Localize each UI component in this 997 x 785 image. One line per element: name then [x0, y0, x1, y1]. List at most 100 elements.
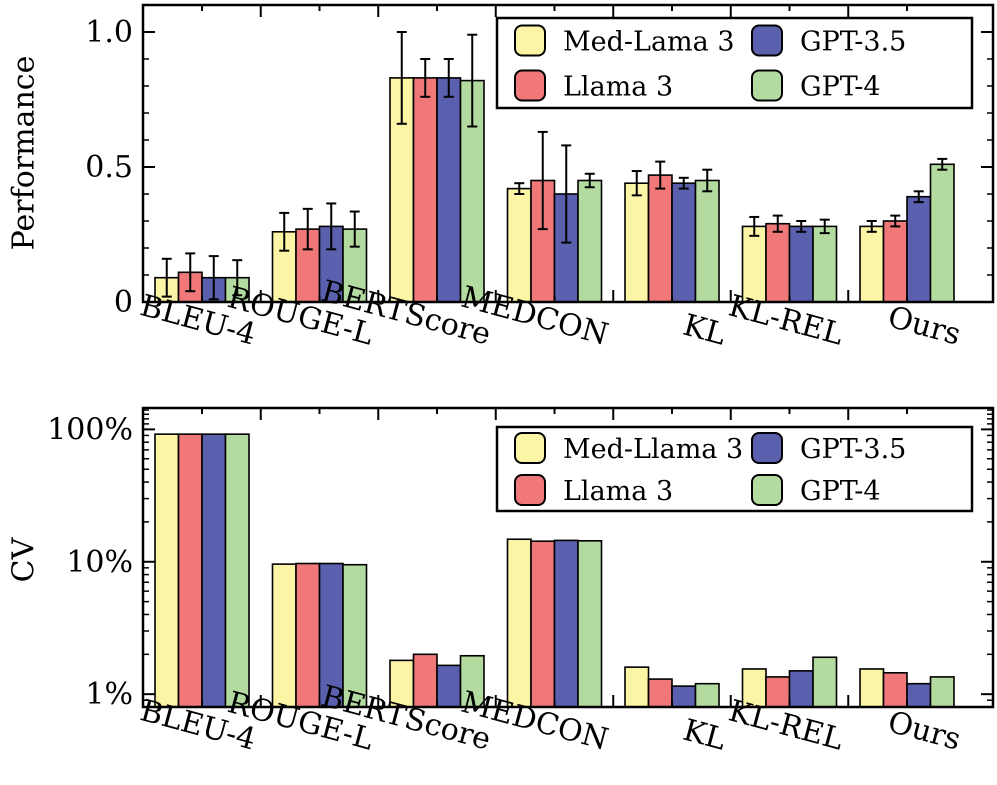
y-tick-label: 1%	[85, 677, 133, 712]
error-bar-llama-3-ours	[890, 214, 901, 228]
error-bar-gpt-4-rouge-l	[349, 210, 360, 248]
y-axis-title: CV	[7, 536, 42, 582]
bar-gpt-4-ours	[929, 163, 955, 303]
y-axis: 1% 10% 100%	[47, 409, 993, 712]
legend-label-gpt-4: GPT-4	[800, 72, 881, 103]
error-bar-gpt-4-bertscore	[467, 33, 478, 128]
x-axis	[201, 408, 908, 707]
legend-label-llama-3: Llama 3	[563, 476, 673, 507]
error-bar-gpt-3-5-rouge-l	[326, 202, 337, 251]
x-tick-label-kl: KL	[679, 308, 729, 353]
bar-gpt-4-medcon	[577, 179, 603, 303]
legend-swatch-gpt-3-5	[751, 24, 783, 57]
bar-med-llama-3-ours	[859, 668, 885, 708]
bar-gpt-3-5-medcon	[553, 539, 579, 708]
error-bar-llama-3-medcon	[537, 130, 548, 231]
bars	[154, 433, 955, 708]
plot-frame	[141, 3, 995, 304]
bar-gpt-4-bleu-4	[224, 433, 250, 708]
y-tick-label: 1.0	[85, 15, 133, 50]
error-bar-gpt-3-5-medcon	[561, 144, 572, 244]
bar-llama-3-ours	[882, 220, 908, 303]
bar-gpt-3-5-ours	[906, 682, 932, 708]
bar-llama-3-kl	[647, 174, 673, 303]
bar-med-lama-3-medcon	[506, 187, 532, 303]
error-bar-llama-3-rouge-l	[302, 207, 313, 251]
error-bar-med-lama-3-rouge-l	[279, 211, 290, 252]
bar-gpt-4-kl	[694, 179, 720, 303]
bar-med-lama-3-kl-rel	[741, 225, 767, 303]
bar-gpt-4-kl	[694, 682, 720, 708]
bar-gpt-3-5-bertscore	[436, 664, 462, 708]
bar-gpt-3-5-bleu-4	[201, 433, 227, 708]
error-bar-gpt-3-5-kl-rel	[796, 220, 807, 233]
bar-gpt-3-5-kl	[671, 182, 697, 303]
y-tick-label: 100%	[47, 412, 133, 447]
legend: Med-Llama 3 Llama 3 GPT-3.5 GPT-4	[495, 425, 974, 513]
error-bar-gpt-4-kl	[702, 168, 713, 193]
legend-swatch-gpt-4	[751, 69, 783, 102]
x-tick-label-ours: Ours	[884, 705, 964, 758]
legend-swatch-gpt-4	[751, 474, 783, 506]
bar-gpt-4-kl-rel	[812, 656, 838, 708]
bar-med-llama-3-rouge-l	[271, 563, 297, 708]
error-bar-gpt-4-medcon	[584, 172, 595, 189]
error-bar-llama-3-kl	[655, 160, 666, 190]
error-bar-med-lama-3-medcon	[514, 182, 525, 195]
error-bar-gpt-3-5-ours	[913, 190, 924, 204]
error-bar-gpt-3-5-bleu-4	[208, 255, 219, 301]
bar-gpt-4-kl-rel	[812, 225, 838, 303]
legend-swatch-llama-3	[514, 474, 546, 506]
bar-llama-3-kl	[647, 678, 673, 708]
legend-box	[495, 16, 974, 110]
legend-label-med-lama-3: Med-Lama 3	[563, 27, 735, 58]
bar-med-lama-3-kl	[624, 182, 650, 303]
y-axis-title: Performance	[7, 56, 42, 251]
legend-label-gpt-4: GPT-4	[800, 476, 881, 507]
error-bar-gpt-3-5-bertscore	[443, 58, 454, 98]
bar-med-llama-3-bleu-4	[154, 433, 180, 708]
legend-swatch-med-llama-3	[514, 432, 546, 464]
legend-label-gpt-3-5: GPT-3.5	[800, 434, 906, 465]
legend-label-llama-3: Llama 3	[563, 72, 673, 103]
bar-llama-3-ours	[882, 672, 908, 708]
x-tick-label-kl: KL	[679, 713, 729, 758]
plot-frame	[141, 406, 995, 709]
legend-swatch-gpt-3-5	[751, 432, 783, 464]
bar-gpt-3-5-kl-rel	[788, 225, 814, 303]
error-bar-gpt-4-bleu-4	[232, 259, 243, 297]
bar-gpt-3-5-kl-rel	[788, 670, 814, 708]
error-bar-gpt-4-ours	[937, 157, 948, 171]
x-tick-label-ours: Ours	[884, 300, 964, 353]
error-bar-llama-3-bertscore	[420, 58, 431, 98]
error-bar-med-lama-3-bleu-4	[161, 257, 172, 298]
legend-swatch-llama-3	[514, 69, 546, 102]
bar-llama-3-bleu-4	[177, 433, 203, 708]
y-axis: 0 0.5 1.0	[85, 4, 993, 320]
bar-med-llama-3-medcon	[506, 538, 532, 708]
error-bar-med-lama-3-ours	[866, 220, 877, 233]
y-tick-label: 10%	[66, 545, 133, 580]
bar-gpt-3-5-bertscore	[436, 77, 462, 303]
bar-llama-3-medcon	[530, 540, 556, 708]
bar-gpt-4-ours	[929, 676, 955, 708]
error-bar-llama-3-bleu-4	[185, 252, 196, 293]
error-bar-llama-3-kl-rel	[772, 214, 783, 233]
bars	[154, 31, 955, 303]
legend: Med-Lama 3 Llama 3 GPT-3.5 GPT-4	[495, 16, 974, 110]
bar-gpt-4-medcon	[577, 539, 603, 708]
error-bar-gpt-4-kl-rel	[819, 218, 830, 235]
error-bar-med-lama-3-kl	[631, 170, 642, 197]
error-bar-med-lama-3-bertscore	[396, 31, 407, 125]
bar-gpt-3-5-kl	[671, 685, 697, 708]
legend-label-gpt-3-5: GPT-3.5	[800, 27, 906, 58]
bar-med-llama-3-kl	[624, 666, 650, 708]
error-bar-med-lama-3-kl-rel	[749, 215, 760, 237]
legend-label-med-llama-3: Med-Llama 3	[563, 434, 743, 465]
bar-gpt-3-5-ours	[906, 195, 932, 303]
error-bar-gpt-3-5-kl	[678, 176, 689, 190]
bar-llama-3-rouge-l	[295, 562, 321, 708]
